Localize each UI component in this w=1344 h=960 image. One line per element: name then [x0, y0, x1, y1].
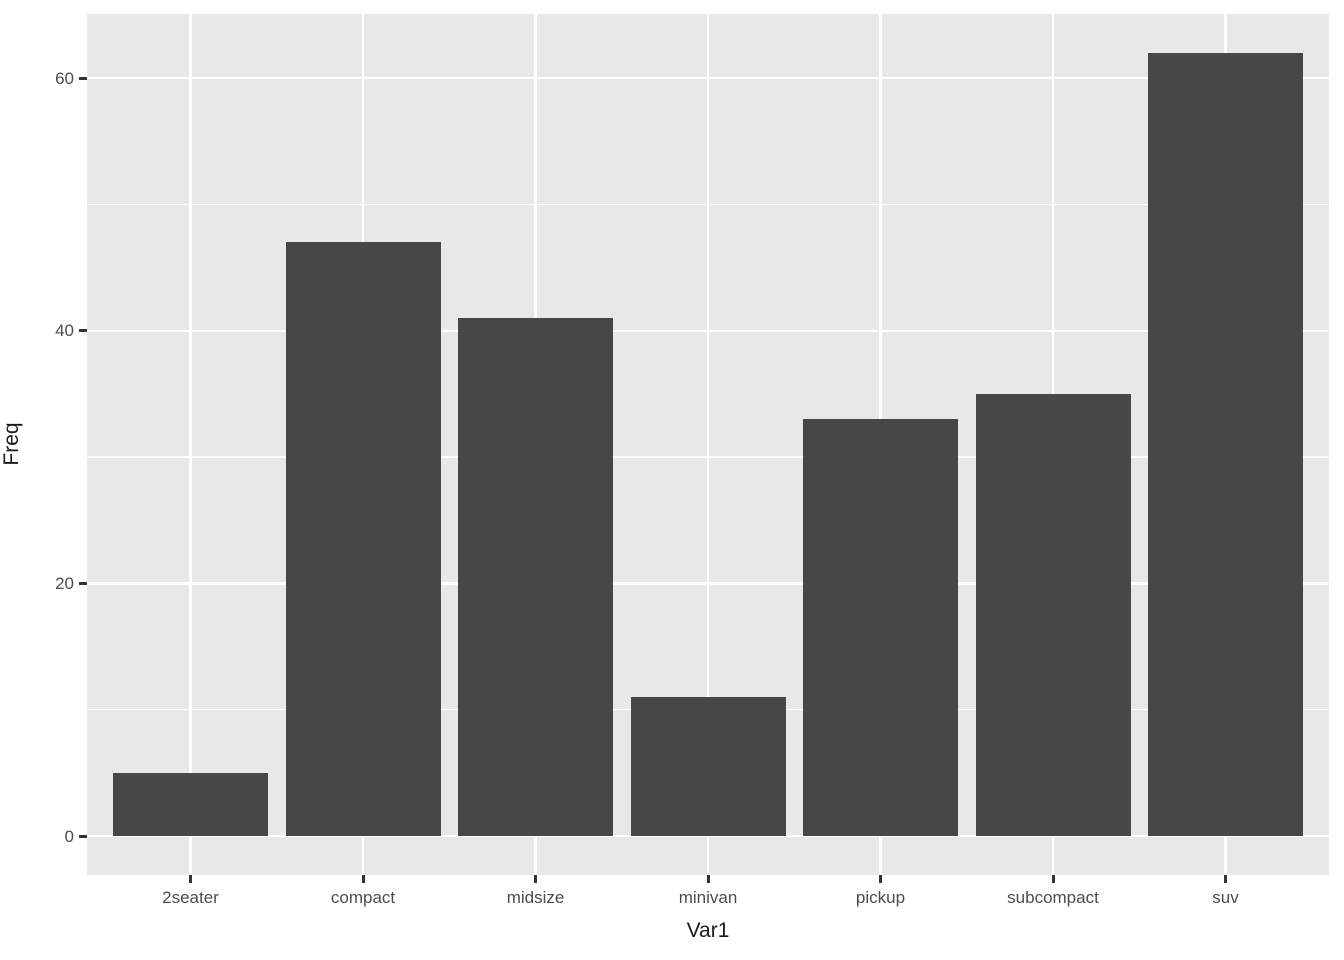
bar-minivan: [630, 697, 786, 836]
x-tick-mark-suv: [1224, 875, 1227, 883]
x-tick-label-2seater: 2seater: [162, 888, 219, 907]
y-tick-mark-60: [79, 76, 87, 80]
x-tick-label-pickup: pickup: [855, 888, 906, 907]
y-tick-label-20: 20: [55, 573, 74, 593]
x-tick-mark-pickup: [879, 875, 882, 883]
y-tick-mark-40: [79, 329, 87, 333]
y-tick-label-60: 60: [55, 68, 74, 88]
x-tick-label-midsize: midsize: [506, 888, 565, 907]
bar-pickup: [803, 419, 958, 836]
x-tick-mark-compact: [361, 875, 365, 883]
bar-2seater: [113, 772, 268, 836]
gridline-major-x-minivan: [706, 14, 710, 875]
bar-midsize: [458, 318, 613, 836]
x-tick-label-suv: suv: [1212, 888, 1239, 907]
x-tick-mark-subcompact: [1051, 875, 1055, 883]
plot-panel: [87, 14, 1329, 875]
x-tick-mark-midsize: [534, 875, 537, 883]
bar-suv: [1148, 52, 1303, 836]
y-tick-mark-0: [79, 834, 87, 838]
x-tick-label-minivan: minivan: [678, 888, 738, 907]
y-tick-mark-20: [79, 581, 87, 585]
x-tick-mark-minivan: [706, 875, 710, 883]
x-axis-title: Var1: [686, 919, 730, 942]
gridline-major-x-2seater: [189, 14, 192, 875]
x-tick-label-subcompact: subcompact: [1007, 888, 1099, 907]
y-axis-title: Freq: [0, 422, 23, 466]
bar-subcompact: [975, 393, 1131, 836]
y-tick-label-0: 0: [64, 826, 74, 846]
x-tick-label-compact: compact: [330, 888, 396, 907]
bar-compact: [285, 242, 441, 836]
y-tick-label-40: 40: [55, 321, 74, 341]
x-tick-mark-2seater: [189, 875, 192, 883]
